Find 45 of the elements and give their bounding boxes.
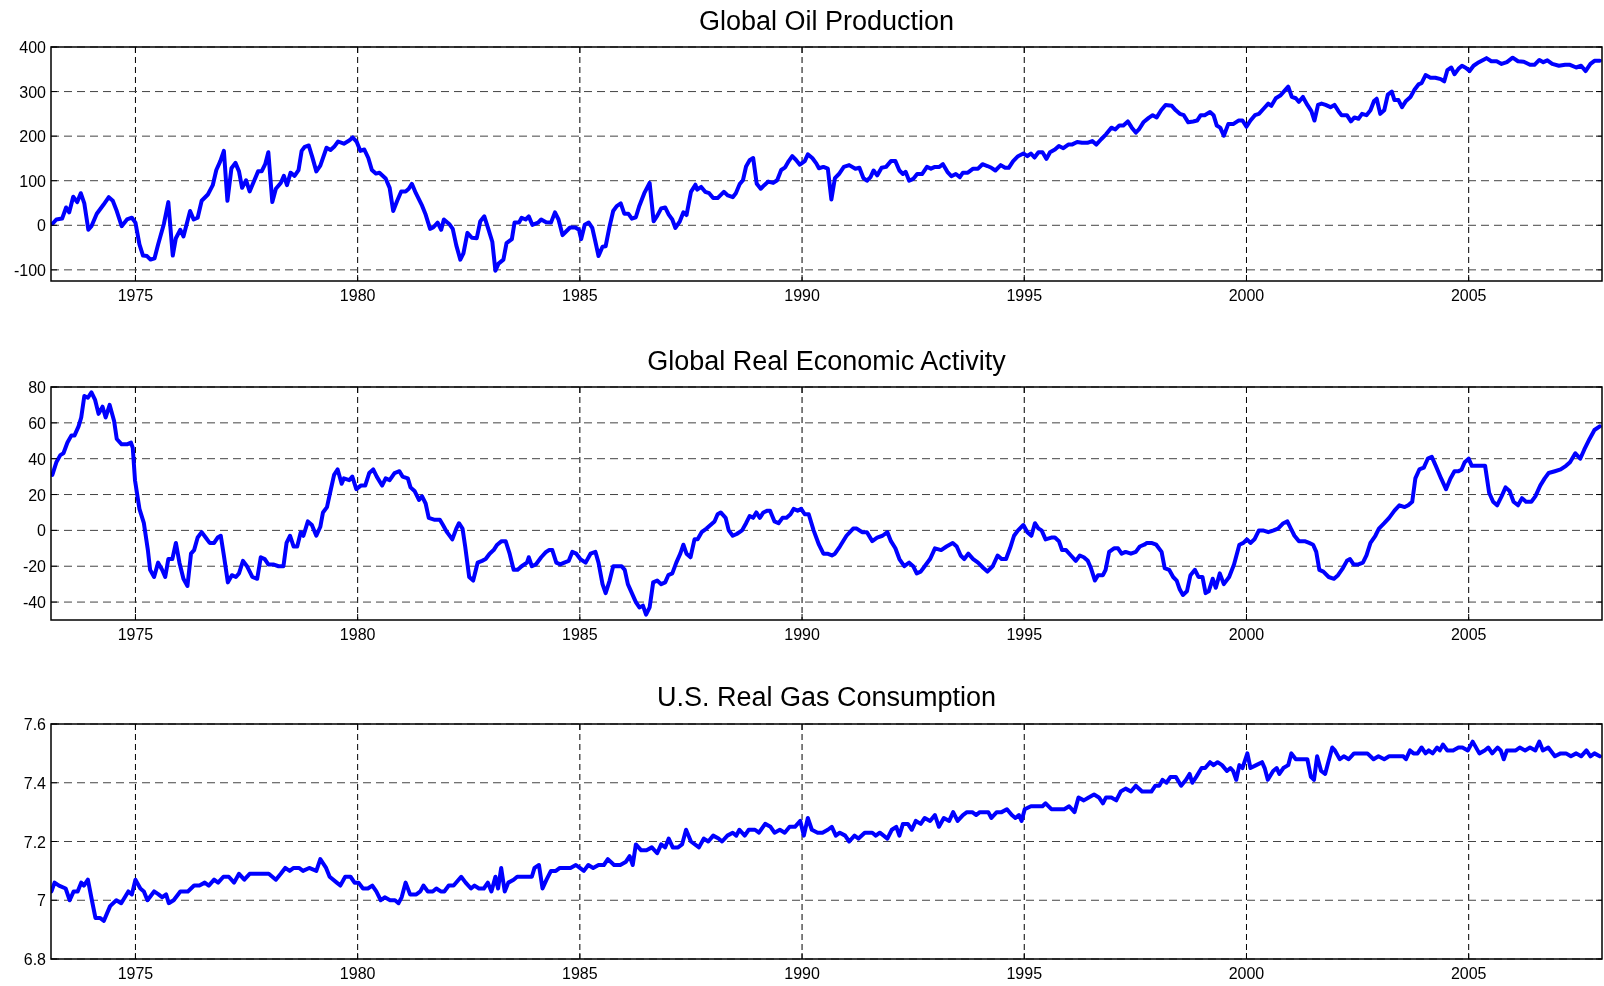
y-tick-label: 0	[37, 522, 47, 540]
x-tick-label: 1980	[339, 287, 376, 304]
x-tick-label: 1975	[117, 287, 154, 304]
y-tick-label: -40	[22, 594, 47, 612]
x-tick-label: 1975	[117, 965, 154, 982]
x-tick-label: 1990	[784, 287, 820, 304]
y-tick-label: 7.4	[23, 774, 47, 792]
y-tick-label: 60	[28, 414, 47, 432]
x-tick-label: 2000	[1228, 626, 1265, 643]
x-tick-label: 2005	[1450, 287, 1487, 304]
x-tick-label: 1985	[562, 626, 598, 643]
x-tick-label: 1990	[784, 965, 820, 982]
line-series	[51, 739, 1602, 923]
x-tick-label: 2005	[1450, 626, 1487, 643]
y-tick-label: 80	[28, 379, 47, 396]
x-tick-label: 2000	[1228, 965, 1265, 982]
line-series	[51, 55, 1602, 273]
x-tick-label: 1995	[1006, 965, 1043, 982]
line-series	[51, 390, 1602, 617]
x-tick-label: 1985	[562, 965, 598, 982]
x-tick-label: 1980	[339, 965, 376, 982]
y-tick-label: 400	[19, 39, 47, 56]
x-tick-label: 1985	[562, 287, 598, 304]
y-tick-label: 300	[19, 83, 47, 101]
y-tick-label: 0	[37, 217, 47, 235]
y-tick-label: -100	[13, 261, 47, 279]
y-tick-label: 40	[28, 450, 47, 468]
y-tick-label: 7	[37, 892, 47, 910]
x-tick-label: 1980	[339, 626, 376, 643]
chart-title: Global Oil Production	[698, 6, 955, 36]
y-tick-label: 20	[28, 486, 47, 504]
y-tick-label: 7.2	[23, 833, 47, 851]
x-tick-label: 1990	[784, 626, 820, 643]
x-tick-label: 2005	[1450, 965, 1487, 982]
x-tick-label: 2000	[1228, 287, 1265, 304]
chart-title: U.S. Real Gas Consumption	[656, 682, 997, 712]
y-tick-label: 200	[19, 128, 47, 146]
x-tick-label: 1975	[117, 626, 154, 643]
y-tick-label: -20	[22, 558, 47, 576]
y-tick-label: 100	[19, 172, 47, 190]
x-tick-label: 1995	[1006, 287, 1043, 304]
x-tick-label: 1995	[1006, 626, 1043, 643]
y-tick-label: 6.8	[23, 951, 47, 968]
y-tick-label: 7.6	[23, 716, 47, 733]
chart-title: Global Real Economic Activity	[647, 346, 1007, 376]
